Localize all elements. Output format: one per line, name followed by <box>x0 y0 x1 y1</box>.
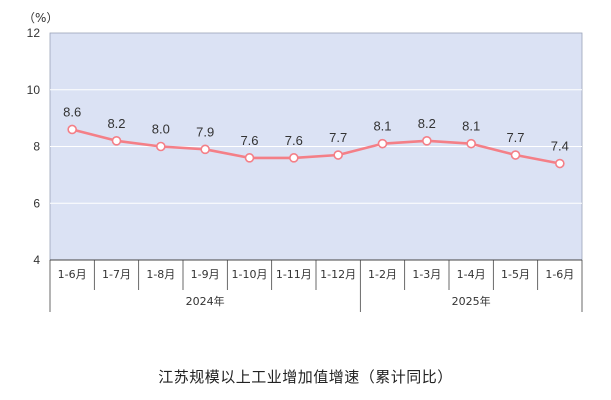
data-label: 7.4 <box>551 139 569 154</box>
category-label: 1-5月 <box>501 268 530 281</box>
data-label: 7.9 <box>196 124 214 139</box>
data-point <box>200 144 210 155</box>
data-labels: 8.6 8.2 8.0 7.9 7.6 7.6 7.7 8.1 8.2 8.1 7.7 7.4 <box>63 104 569 153</box>
group-label: 2024年 <box>186 294 225 308</box>
category-label: 1-6月 <box>58 268 87 281</box>
y-tick-label: 12 <box>27 26 41 40</box>
data-label: 8.2 <box>107 116 125 131</box>
data-point <box>422 136 432 146</box>
data-label: 7.6 <box>285 133 303 148</box>
y-tick-label: 8 <box>33 140 40 154</box>
y-axis-ticks: 4 6 8 10 12 <box>27 26 41 267</box>
data-label: 8.2 <box>418 116 436 131</box>
category-label: 1-4月 <box>457 268 486 281</box>
chart-title: 江苏规模以上工业增加值增速（累计同比） <box>158 368 453 386</box>
data-point <box>156 141 166 152</box>
grid-lines <box>50 89 582 204</box>
data-point <box>67 124 77 135</box>
category-label: 1-11月 <box>276 268 312 281</box>
data-label: 7.6 <box>240 133 258 148</box>
series-line <box>71 128 561 165</box>
category-axis: 1-6月 1-7月 1-8月 1-9月 1-10月 1-11月 1-12月 1-2月 1-3月 1… <box>49 259 583 312</box>
y-tick-label: 4 <box>33 253 40 267</box>
category-label: 1-3月 <box>412 268 441 281</box>
data-point <box>111 136 122 146</box>
y-axis-unit-label: （%） <box>23 11 58 25</box>
category-label: 1-9月 <box>191 268 220 281</box>
data-point <box>466 138 476 149</box>
data-label: 7.7 <box>329 130 347 145</box>
data-label: 8.6 <box>63 104 81 119</box>
data-point <box>333 150 343 160</box>
data-point <box>510 150 521 160</box>
data-point <box>377 138 388 149</box>
category-label: 1-2月 <box>368 268 397 281</box>
category-label: 1-12月 <box>320 268 356 281</box>
group-label: 2025年 <box>452 294 491 308</box>
data-label: 7.7 <box>506 130 524 145</box>
data-point <box>555 158 565 169</box>
category-label: 1-8月 <box>146 268 175 281</box>
category-label: 1-7月 <box>102 268 131 281</box>
data-label: 8.1 <box>462 119 480 134</box>
data-label: 8.1 <box>373 119 391 134</box>
y-tick-label: 10 <box>27 83 41 97</box>
y-tick-label: 6 <box>33 196 40 210</box>
data-point <box>289 153 299 163</box>
category-label: 1-10月 <box>232 268 268 281</box>
data-point <box>244 153 255 163</box>
category-label: 1-6月 <box>545 268 574 281</box>
data-label: 8.0 <box>152 122 170 137</box>
data-points <box>67 124 565 169</box>
